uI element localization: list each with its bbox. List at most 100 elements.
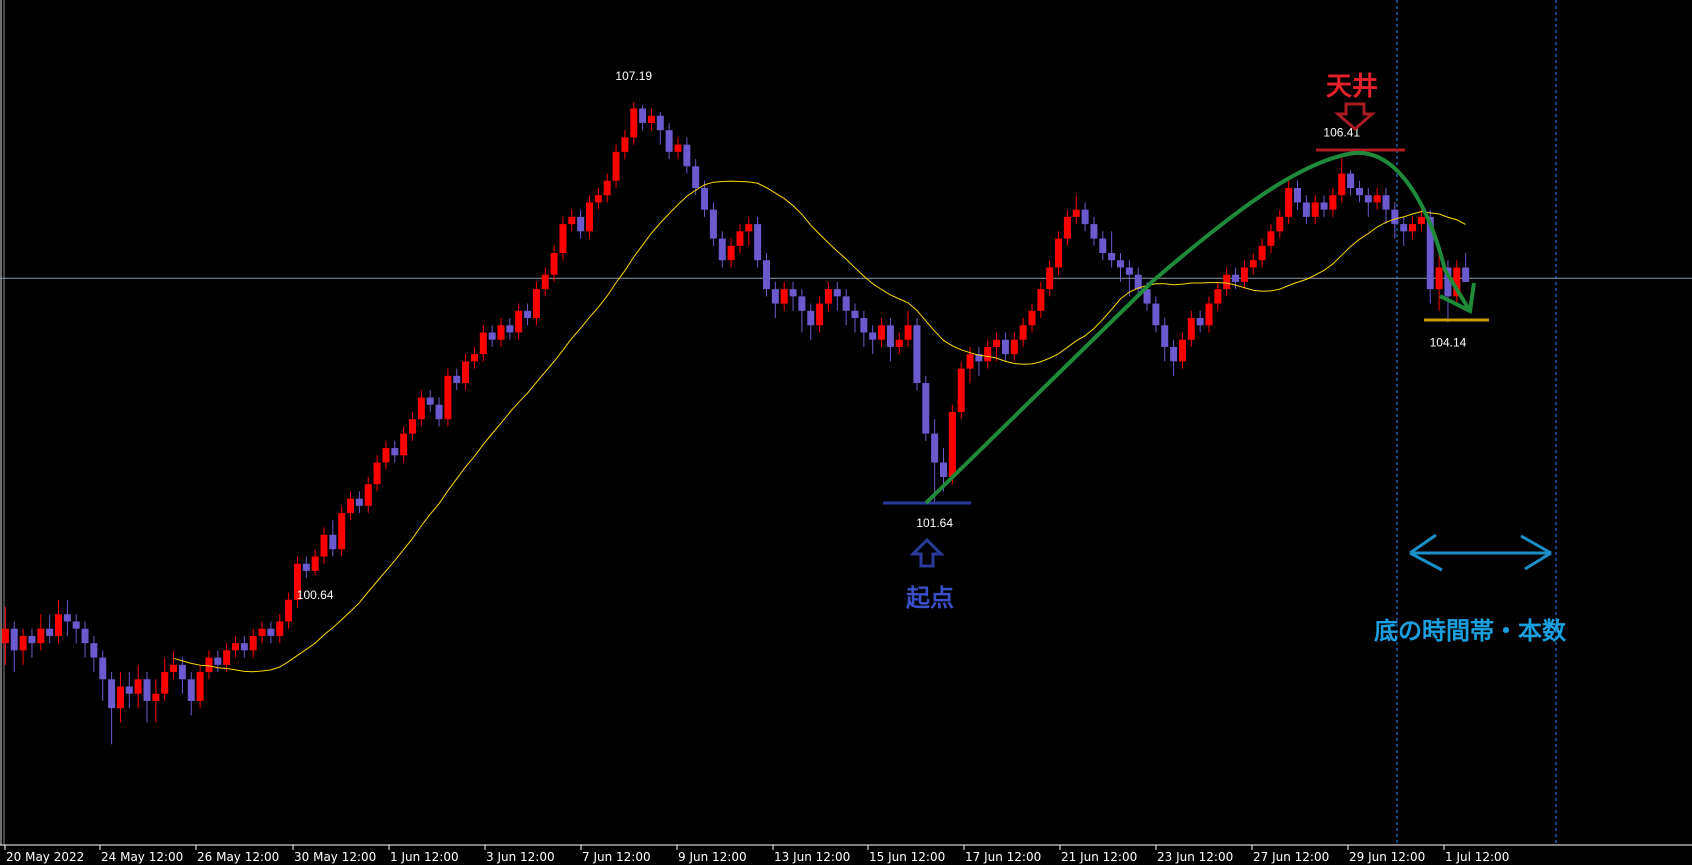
candle xyxy=(19,628,27,665)
candle xyxy=(886,318,894,362)
candle-body xyxy=(1196,318,1204,326)
candle-body xyxy=(789,289,797,297)
candle xyxy=(621,130,629,160)
candle xyxy=(417,390,425,427)
candle xyxy=(1338,158,1346,203)
candle xyxy=(205,650,213,680)
candle xyxy=(957,361,965,420)
candle-body xyxy=(736,231,744,246)
candle xyxy=(1294,180,1301,210)
candle xyxy=(1373,187,1381,210)
candle-body xyxy=(10,628,18,651)
candle xyxy=(1285,180,1293,225)
candle xyxy=(409,411,416,441)
candle xyxy=(285,592,293,629)
candle xyxy=(338,505,346,557)
candle-body xyxy=(72,621,80,629)
candle-body xyxy=(993,339,1001,347)
candle-body xyxy=(630,108,638,138)
candle xyxy=(152,679,160,723)
candle-body xyxy=(1462,267,1470,282)
candle-body xyxy=(1294,187,1301,203)
candle-body xyxy=(692,166,700,188)
time-axis-label: 1 Jun 12:00 xyxy=(390,850,459,864)
candle xyxy=(718,231,726,268)
candle-body xyxy=(647,115,655,123)
candle xyxy=(1178,332,1186,369)
moving-average-line xyxy=(173,180,1466,673)
candle-body xyxy=(1435,267,1443,290)
candle-body xyxy=(249,635,257,651)
candle xyxy=(656,112,664,145)
time-axis-label: 27 Jun 12:00 xyxy=(1253,850,1329,864)
candle-body xyxy=(1028,310,1036,326)
candle-body xyxy=(46,628,54,636)
candle xyxy=(1240,260,1248,290)
candle xyxy=(550,245,558,282)
candle xyxy=(1347,169,1355,196)
candle-body xyxy=(355,498,363,506)
candle xyxy=(497,318,505,347)
candle xyxy=(833,281,841,311)
candle xyxy=(90,635,98,673)
candle-body xyxy=(453,375,461,384)
candle-body xyxy=(329,534,337,550)
candle-body xyxy=(718,238,726,261)
candle-body xyxy=(1205,303,1213,326)
candle-body xyxy=(895,339,903,347)
candle xyxy=(267,621,275,644)
time-axis-label: 29 Jun 12:00 xyxy=(1349,850,1425,864)
candle xyxy=(223,643,231,673)
candle xyxy=(46,614,54,644)
candle xyxy=(249,628,257,658)
candle-body xyxy=(878,325,886,340)
candle-body xyxy=(1391,209,1399,225)
candle-body xyxy=(1373,195,1381,203)
candle xyxy=(869,325,877,355)
candle xyxy=(161,657,169,701)
price-label: 101.64 xyxy=(916,516,953,530)
candle xyxy=(240,635,248,658)
candle-body xyxy=(409,419,416,434)
candle xyxy=(780,281,788,311)
candle-body xyxy=(612,151,620,181)
candle xyxy=(754,216,762,268)
candle xyxy=(727,238,735,268)
candle-body xyxy=(205,657,213,673)
candle-body xyxy=(1276,216,1284,232)
candle xyxy=(1276,209,1284,239)
candle xyxy=(1108,231,1116,268)
candle-body xyxy=(886,325,894,347)
candle-body xyxy=(1311,202,1319,217)
candle-body xyxy=(196,672,204,701)
candle-body xyxy=(639,108,647,123)
candle-body xyxy=(1134,274,1142,290)
price-label: 100.64 xyxy=(297,588,334,602)
candle-body xyxy=(63,614,71,622)
candle xyxy=(1081,202,1089,232)
candle xyxy=(647,108,655,131)
candle xyxy=(400,426,408,463)
price-label: 107.19 xyxy=(615,69,652,83)
candle xyxy=(347,491,355,521)
up-arrow-icon xyxy=(909,537,945,568)
candle xyxy=(10,621,18,673)
candle xyxy=(789,281,797,311)
candle-body xyxy=(1364,195,1372,203)
candle xyxy=(1063,209,1071,246)
candle xyxy=(506,318,514,340)
candle-body xyxy=(603,180,611,196)
time-axis-label: 20 May 2022 xyxy=(6,850,84,864)
candle xyxy=(745,216,753,246)
candle-body xyxy=(1046,267,1054,290)
candle xyxy=(462,354,470,391)
candle-body xyxy=(524,310,532,319)
candle xyxy=(116,672,124,723)
candle-body xyxy=(338,513,346,550)
candle xyxy=(1444,260,1452,323)
candle xyxy=(1214,281,1222,311)
candle xyxy=(878,318,886,347)
candle xyxy=(851,303,859,333)
candle xyxy=(1090,216,1098,246)
